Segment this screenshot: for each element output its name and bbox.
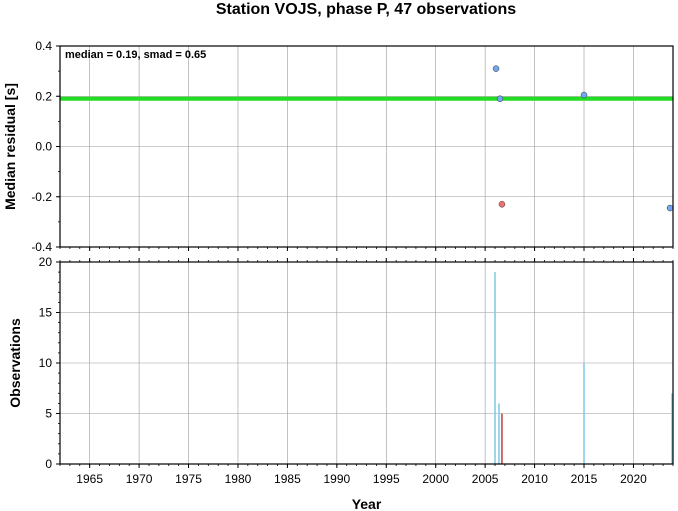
y-tick-label: -0.4 — [31, 240, 52, 254]
observation-bar — [498, 403, 500, 464]
residual-y-ticks: -0.4 -0.2 0.0 0.2 0.4 — [31, 39, 674, 254]
x-tick-label: 2000 — [422, 472, 449, 486]
chart-title: Station VOJS, phase P, 47 observations — [216, 1, 516, 18]
x-tick-label: 1990 — [323, 472, 350, 486]
x-tick-label: 1985 — [274, 472, 301, 486]
x-tick-label: 1970 — [126, 472, 153, 486]
x-tick-label: 1995 — [373, 472, 400, 486]
y-tick-label: 15 — [39, 306, 53, 320]
x-tick-label: 2010 — [521, 472, 548, 486]
residual-point — [496, 95, 504, 103]
y-tick-label: 0 — [45, 457, 52, 471]
y-tick-label: 0.4 — [35, 39, 52, 53]
observations-ticks: 1965 1970 1975 1980 1985 1990 1995 2000 2005 2010… — [39, 255, 674, 486]
x-tick-label: 2020 — [620, 472, 647, 486]
x-tick-label: 2015 — [571, 472, 598, 486]
x-tick-label: 1975 — [175, 472, 202, 486]
y-tick-label: 20 — [39, 255, 53, 269]
residual-point — [666, 204, 674, 212]
residual-point — [492, 65, 500, 72]
residual-panel: -0.4 -0.2 0.0 0.2 0.4 median = 0.19, smad = … — [2, 39, 674, 254]
residual-grid — [60, 45, 673, 248]
x-axis-label: Year — [352, 496, 382, 511]
observations-bars — [494, 272, 673, 464]
residual-y-axis-label: Median residual [s] — [2, 83, 18, 210]
residual-point — [580, 91, 588, 99]
median-annotation: median = 0.19, smad = 0.65 — [65, 49, 206, 61]
x-tick-label: 1980 — [225, 472, 252, 486]
observations-grid — [60, 261, 673, 465]
observations-panel: 1965 1970 1975 1980 1985 1990 1995 2000 2005 2010… — [7, 255, 674, 511]
residual-points — [492, 65, 674, 212]
residual-point — [498, 201, 506, 208]
x-tick-label: 1965 — [76, 472, 103, 486]
y-tick-label: 0.0 — [35, 140, 52, 154]
observation-bar — [583, 363, 585, 464]
y-tick-label: 5 — [45, 407, 52, 421]
observation-bar — [501, 413, 503, 464]
observations-y-axis-label: Observations — [7, 318, 23, 408]
observation-bar — [494, 272, 496, 464]
y-tick-label: 10 — [39, 356, 53, 370]
x-tick-label: 2005 — [472, 472, 499, 486]
observation-bar — [671, 393, 673, 464]
y-tick-label: -0.2 — [31, 190, 52, 204]
y-tick-label: 0.2 — [35, 89, 52, 103]
